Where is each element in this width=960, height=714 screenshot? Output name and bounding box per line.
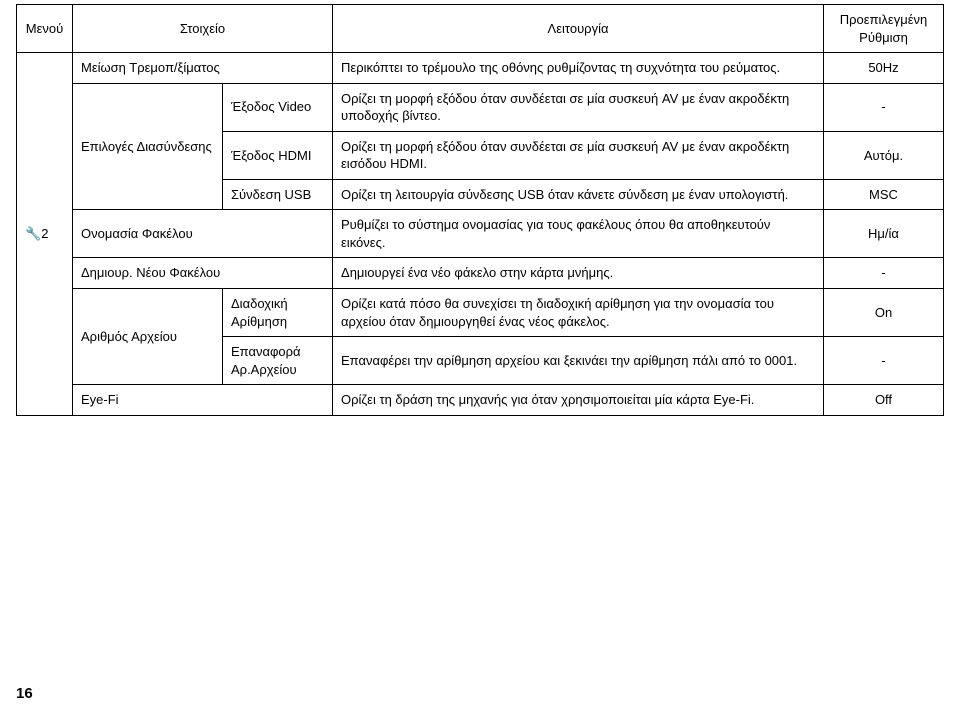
subitem-cell: Έξοδος HDMI — [223, 131, 333, 179]
default-cell: - — [824, 337, 944, 385]
header-item: Στοιχείο — [73, 5, 333, 53]
item-group-cell: Επιλογές Διασύνδεσης — [73, 83, 223, 210]
function-cell: Δημιουργεί ένα νέο φάκελο στην κάρτα μνή… — [333, 258, 824, 289]
subitem-cell: Έξοδος Video — [223, 83, 333, 131]
function-cell: Ρυθμίζει το σύστημα ονομασίας για τους φ… — [333, 210, 824, 258]
function-cell: Επαναφέρει την αρίθμηση αρχείου και ξεκι… — [333, 337, 824, 385]
function-cell: Περικόπτει το τρέμουλο της οθόνης ρυθμίζ… — [333, 53, 824, 84]
table-row: Επιλογές Διασύνδεσης Έξοδος Video Ορίζει… — [17, 83, 944, 131]
subitem-cell: Σύνδεση USB — [223, 179, 333, 210]
table-row: Αριθμός Αρχείου Διαδοχική Αρίθμηση Ορίζε… — [17, 289, 944, 337]
default-cell: On — [824, 289, 944, 337]
table-header-row: Μενού Στοιχείο Λειτουργία Προεπιλεγμένη … — [17, 5, 944, 53]
header-menu: Μενού — [17, 5, 73, 53]
page-number: 16 — [16, 685, 33, 702]
item-cell: Eye-Fi — [73, 385, 333, 416]
table-body: 🔧2 Μείωση Τρεμοπ/ξίματος Περικόπτει το τ… — [17, 53, 944, 416]
function-cell: Ορίζει τη δράση της μηχανής για όταν χρη… — [333, 385, 824, 416]
default-cell: Ημ/ία — [824, 210, 944, 258]
table-row: 🔧2 Μείωση Τρεμοπ/ξίματος Περικόπτει το τ… — [17, 53, 944, 84]
item-cell: Μείωση Τρεμοπ/ξίματος — [73, 53, 333, 84]
table-row: Δημιουρ. Νέου Φακέλου Δημιουργεί ένα νέο… — [17, 258, 944, 289]
default-cell: 50Hz — [824, 53, 944, 84]
wrench-icon: 🔧 — [25, 225, 41, 243]
function-cell: Ορίζει κατά πόσο θα συνεχίσει τη διαδοχι… — [333, 289, 824, 337]
table-row: Eye-Fi Ορίζει τη δράση της μηχανής για ό… — [17, 385, 944, 416]
table-row: Ονομασία Φακέλου Ρυθμίζει το σύστημα ονο… — [17, 210, 944, 258]
header-default: Προεπιλεγμένη Ρύθμιση — [824, 5, 944, 53]
function-cell: Ορίζει τη λειτουργία σύνδεσης USB όταν κ… — [333, 179, 824, 210]
menu-number: 2 — [41, 226, 48, 241]
header-function: Λειτουργία — [333, 5, 824, 53]
item-cell: Δημιουρ. Νέου Φακέλου — [73, 258, 333, 289]
function-cell: Ορίζει τη μορφή εξόδου όταν συνδέεται σε… — [333, 131, 824, 179]
default-cell: - — [824, 258, 944, 289]
menu-cell: 🔧2 — [17, 53, 73, 416]
function-cell: Ορίζει τη μορφή εξόδου όταν συνδέεται σε… — [333, 83, 824, 131]
default-cell: Αυτόμ. — [824, 131, 944, 179]
settings-table: Μενού Στοιχείο Λειτουργία Προεπιλεγμένη … — [16, 4, 944, 416]
subitem-cell: Επαναφορά Αρ.Αρχείου — [223, 337, 333, 385]
default-cell: Off — [824, 385, 944, 416]
subitem-cell: Διαδοχική Αρίθμηση — [223, 289, 333, 337]
item-group-cell: Αριθμός Αρχείου — [73, 289, 223, 385]
item-cell: Ονομασία Φακέλου — [73, 210, 333, 258]
default-cell: MSC — [824, 179, 944, 210]
default-cell: - — [824, 83, 944, 131]
